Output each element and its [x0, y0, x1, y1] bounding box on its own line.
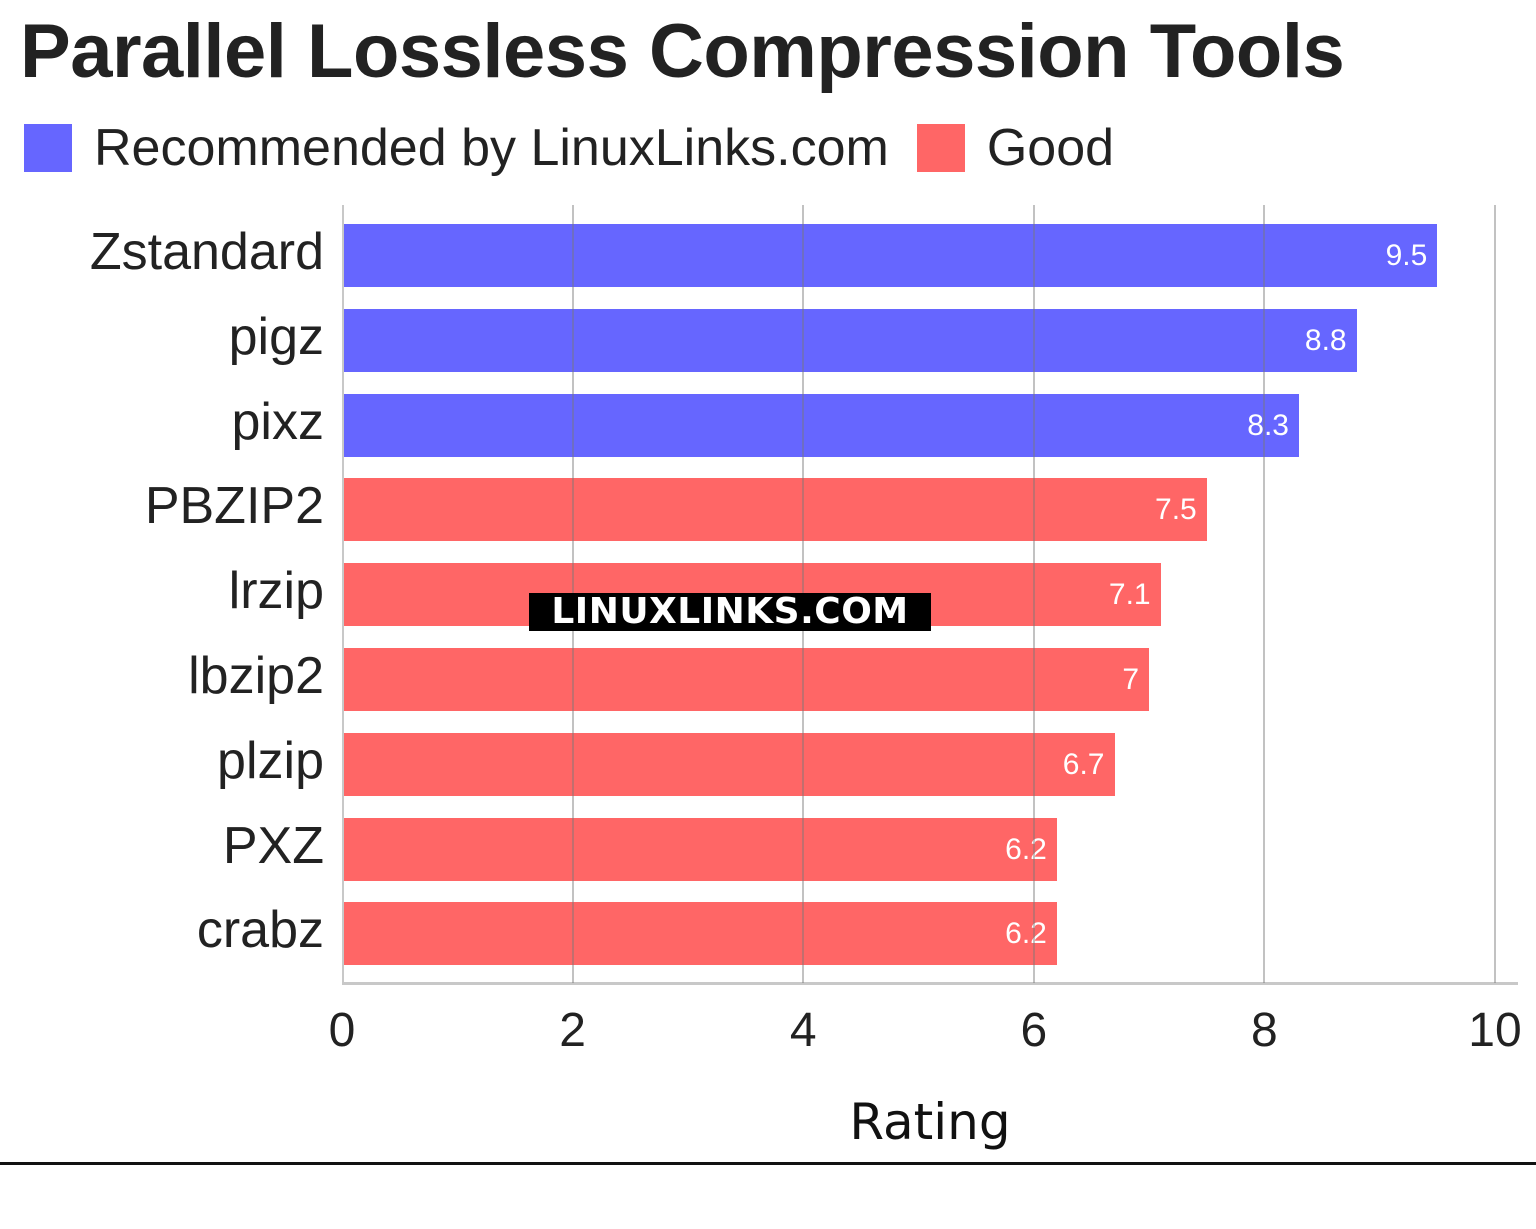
bar-value-label: 6.2 — [1005, 917, 1047, 951]
bar-value-label: 8.3 — [1247, 408, 1289, 442]
y-axis-line — [342, 205, 344, 985]
legend-swatch-good — [916, 124, 965, 172]
category-label: PBZIP2 — [144, 477, 324, 536]
x-axis-label: Rating — [849, 1093, 1011, 1151]
category-label: plzip — [217, 731, 324, 790]
legend-label-recommended: Recommended by LinuxLinks.com — [94, 119, 889, 177]
bar: 8.8 — [342, 308, 1357, 372]
bar: 8.3 — [342, 393, 1299, 457]
x-tick-label: 6 — [1020, 1004, 1048, 1057]
category-label: lrzip — [228, 562, 324, 621]
legend-item-good: Good — [916, 118, 1115, 178]
category-label: crabz — [196, 901, 324, 960]
category-label: Zstandard — [89, 223, 324, 281]
x-tick-label: 2 — [559, 1004, 586, 1057]
bottom-divider — [0, 1162, 1536, 1165]
x-axis-line — [342, 982, 1518, 985]
bar: 7.5 — [342, 478, 1207, 542]
gridline — [1263, 205, 1266, 983]
legend-item-recommended: Recommended by LinuxLinks.com — [24, 118, 889, 178]
category-label: pigz — [228, 307, 324, 366]
legend-label-good: Good — [986, 119, 1115, 177]
legend: Recommended by LinuxLinks.com Good — [24, 118, 1142, 178]
category-label: lbzip2 — [188, 647, 324, 705]
bar-value-label: 7 — [1122, 663, 1140, 696]
chart-title: Parallel Lossless Compression Tools — [20, 9, 1345, 94]
bar: 7 — [342, 648, 1150, 711]
bar-value-label: 6.7 — [1062, 747, 1105, 781]
bar-value-label: 7.5 — [1155, 493, 1197, 527]
bar-value-label: 7.1 — [1108, 578, 1151, 612]
x-tick-label: 8 — [1251, 1004, 1278, 1057]
bar: 6.2 — [342, 817, 1057, 881]
gridline — [1494, 205, 1496, 983]
bar-value-label: 8.8 — [1304, 323, 1347, 357]
gridline — [1032, 205, 1035, 983]
bar: 9.5 — [342, 224, 1438, 287]
x-tick-label: 0 — [328, 1004, 356, 1057]
category-label: pixz — [231, 392, 324, 451]
legend-swatch-recommended — [24, 124, 72, 172]
bar-value-label: 9.5 — [1385, 239, 1428, 272]
x-tick-label: 10 — [1468, 1004, 1522, 1057]
bar: 6.2 — [342, 902, 1057, 966]
watermark: LINUXLINKS.COM — [529, 593, 931, 631]
x-tick-label: 4 — [789, 1004, 817, 1057]
category-label: PXZ — [222, 816, 324, 875]
bar: 6.7 — [342, 732, 1115, 796]
plot-area: 9.5 8.8 8.3 7.5 7.1 7 6.7 6.2 6.2 — [342, 205, 1518, 985]
bar-value-label: 6.2 — [1005, 832, 1047, 866]
